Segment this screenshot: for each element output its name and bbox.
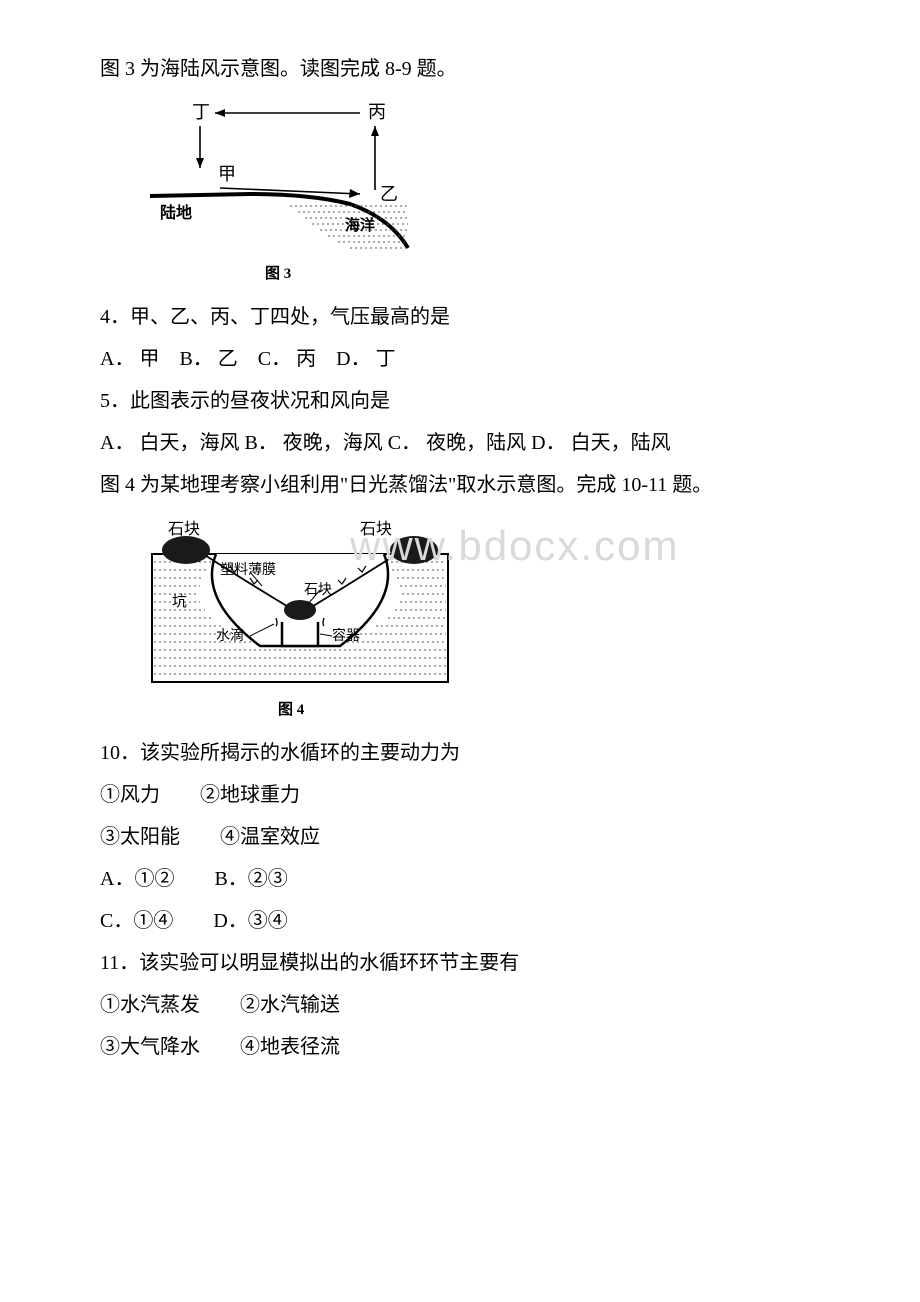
label-yi: 乙 xyxy=(380,184,398,204)
intro-fig4: 图 4 为某地理考察小组利用"日光蒸馏法"取水示意图。完成 10-11 题。 xyxy=(60,466,860,504)
label-ding: 丁 xyxy=(192,102,210,122)
label-bing: 丙 xyxy=(368,102,386,122)
label-vessel: 容器 xyxy=(332,627,360,644)
fig3-caption: 图 3 xyxy=(265,265,291,282)
label-film: 塑料薄膜 xyxy=(220,562,276,578)
q10-optsCD: C．①④ D．③④ xyxy=(60,902,860,940)
q5-options: A． 白天，海风 B． 夜晚，海风 C． 夜晚，陆风 D． 白天，陆风 xyxy=(60,424,860,462)
q11-stem: 11．该实验可以明显模拟出的水循环环节主要有 xyxy=(60,944,860,982)
label-jia: 甲 xyxy=(218,164,236,184)
label-stone-left: 石块 xyxy=(168,520,200,538)
label-stone-center: 石块 xyxy=(304,582,332,598)
label-drop: 水滴 xyxy=(216,627,244,644)
label-pit: 坑 xyxy=(172,593,187,610)
fig4-caption: 图 4 xyxy=(278,701,305,718)
q4-options: A． 甲 B． 乙 C． 丙 D． 丁 xyxy=(60,340,860,378)
sea-breeze-diagram: 丁 丙 甲 乙 陆地 海洋 xyxy=(150,98,430,288)
intro-fig3: 图 3 为海陆风示意图。读图完成 8-9 题。 xyxy=(60,50,860,88)
label-land: 陆地 xyxy=(160,203,192,222)
label-sea: 海洋 xyxy=(345,216,375,234)
figure-3: 丁 丙 甲 乙 陆地 海洋 xyxy=(150,98,860,288)
q5-stem: 5．此图表示的昼夜状况和风向是 xyxy=(60,382,860,420)
q11-line1: ①水汽蒸发 ②水汽输送 xyxy=(60,986,860,1024)
q10-optsAB: A．①② B．②③ xyxy=(60,860,860,898)
q10-line2: ③太阳能 ④温室效应 xyxy=(60,818,860,856)
figure-4: www.bdocx.com 石块 石块 xyxy=(150,514,860,724)
solar-still-diagram: 石块 石块 xyxy=(150,514,450,724)
q10-line1: ①风力 ②地球重力 xyxy=(60,776,860,814)
q4-stem: 4．甲、乙、丙、丁四处，气压最高的是 xyxy=(60,298,860,336)
q10-stem: 10．该实验所揭示的水循环的主要动力为 xyxy=(60,734,860,772)
q11-line2: ③大气降水 ④地表径流 xyxy=(60,1028,860,1066)
label-stone-right: 石块 xyxy=(360,520,392,538)
